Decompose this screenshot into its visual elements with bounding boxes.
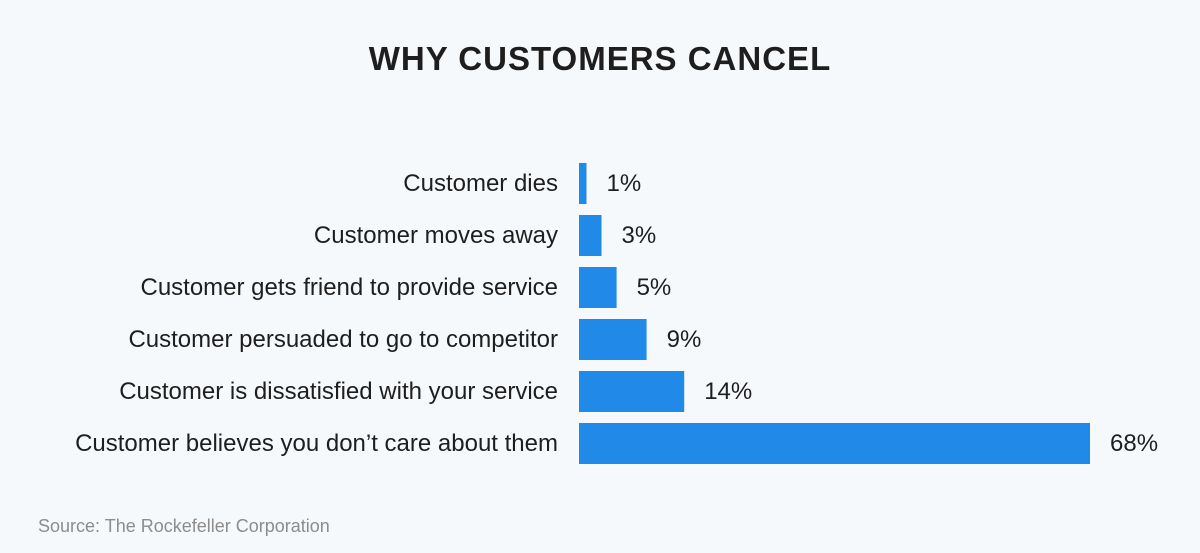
bar-6 — [579, 423, 1090, 464]
bar-2 — [579, 215, 602, 256]
bar-5 — [579, 371, 685, 412]
category-label-4: Customer persuaded to go to competitor — [128, 326, 558, 353]
bar-3 — [579, 267, 617, 308]
category-label-1: Customer dies — [403, 170, 558, 197]
value-label-1: 1% — [607, 170, 642, 197]
source-note: Source: The Rockefeller Corporation — [38, 516, 330, 536]
category-label-3: Customer gets friend to provide service — [140, 274, 558, 301]
value-label-4: 9% — [667, 326, 702, 353]
value-label-6: 68% — [1110, 430, 1158, 457]
value-label-3: 5% — [637, 274, 672, 301]
category-label-6: Customer believes you don’t care about t… — [75, 430, 558, 457]
category-label-2: Customer moves away — [314, 222, 558, 249]
value-label-2: 3% — [622, 222, 657, 249]
category-label-5: Customer is dissatisfied with your servi… — [119, 378, 558, 405]
value-label-5: 14% — [704, 378, 752, 405]
bar-4 — [579, 319, 647, 360]
chart-title: WHY CUSTOMERS CANCEL — [368, 40, 832, 77]
bar-1 — [579, 163, 587, 204]
